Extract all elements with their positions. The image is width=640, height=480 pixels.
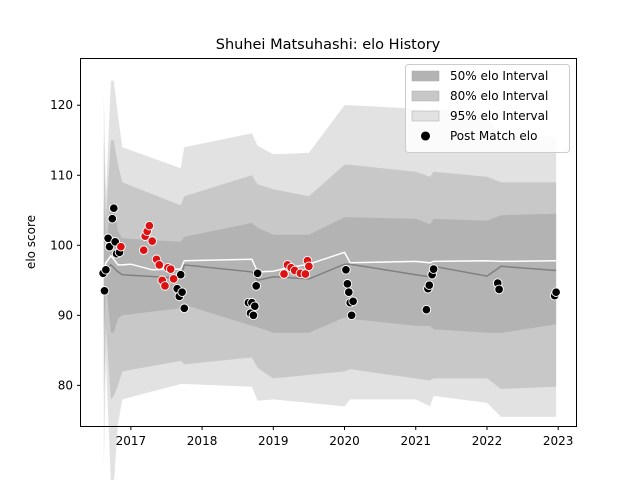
point-black: [347, 311, 356, 320]
y-tick-label: 90: [58, 308, 73, 322]
point-red: [280, 270, 289, 279]
point-black: [251, 302, 260, 311]
x-tick-label: 2017: [116, 434, 147, 448]
point-black: [178, 288, 187, 297]
y-tick-label: 120: [50, 98, 73, 112]
x-tick-label: 2021: [400, 434, 431, 448]
point-black: [100, 287, 109, 296]
point-black: [422, 305, 431, 314]
point-black: [102, 266, 111, 275]
point-black: [425, 281, 434, 290]
point-black: [108, 214, 117, 223]
point-black: [349, 297, 358, 306]
legend-label: 95% elo Interval: [450, 109, 548, 123]
point-black: [180, 304, 189, 313]
point-black: [110, 204, 119, 213]
point-red: [155, 261, 164, 270]
point-red: [145, 221, 154, 230]
point-red: [117, 242, 126, 251]
point-black: [252, 282, 261, 291]
x-tick-label: 2022: [472, 434, 503, 448]
point-black: [343, 280, 352, 289]
legend-swatch: [412, 91, 439, 101]
point-black: [249, 311, 258, 320]
legend-swatch: [412, 111, 439, 121]
legend-swatch: [412, 71, 439, 81]
point-red: [305, 262, 314, 271]
y-tick-label: 110: [50, 168, 73, 182]
y-tick-label: 100: [50, 238, 73, 252]
legend-label: Post Match elo: [450, 129, 537, 143]
point-red: [166, 265, 175, 274]
legend-label: 80% elo Interval: [450, 89, 548, 103]
point-black: [342, 266, 351, 275]
x-tick-label: 2023: [543, 434, 574, 448]
point-black: [253, 269, 262, 278]
x-tick-label: 2019: [258, 434, 289, 448]
legend-label: 50% elo Interval: [450, 69, 548, 83]
point-black: [552, 288, 561, 297]
y-tick-label: 80: [58, 378, 73, 392]
legend: 50% elo Interval 80% elo Interval 95% elo …: [406, 65, 570, 153]
x-tick-label: 2020: [329, 434, 360, 448]
chart-title: Shuhei Matsuhashi: elo History: [216, 37, 441, 53]
legend-marker: [421, 131, 431, 141]
x-tick-label: 2018: [187, 434, 218, 448]
y-axis-label: elo score: [24, 215, 38, 269]
point-red: [148, 237, 157, 246]
point-red: [161, 282, 170, 291]
point-red: [169, 275, 178, 284]
point-black: [429, 265, 438, 274]
point-black: [345, 288, 354, 297]
point-red: [139, 246, 148, 255]
point-black: [495, 285, 504, 294]
